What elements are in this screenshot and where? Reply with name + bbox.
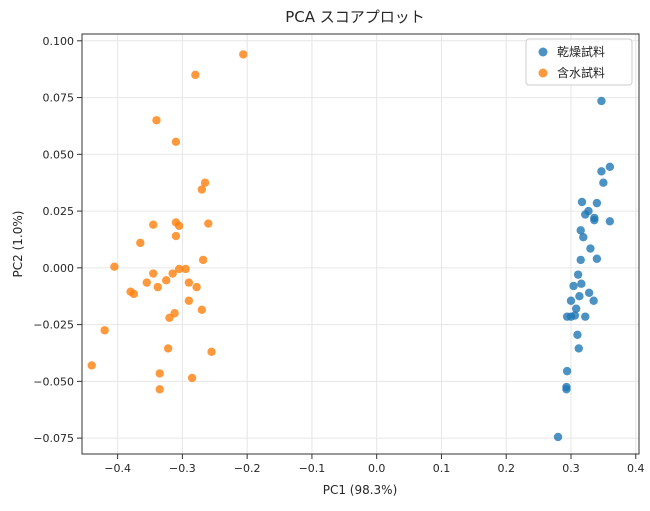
dry-sample-point xyxy=(575,292,584,301)
dry-sample-point xyxy=(579,232,588,242)
dry-sample-point xyxy=(566,296,576,305)
wet-sample-point xyxy=(142,278,151,287)
wet-sample-point xyxy=(174,221,184,231)
data-points xyxy=(87,50,615,442)
x-tick-label: −0.4 xyxy=(104,462,131,475)
dry-sample-point xyxy=(584,288,594,298)
y-tick-label: −0.050 xyxy=(33,375,74,388)
wet-sample-point xyxy=(87,361,96,370)
dry-sample-point xyxy=(592,254,602,263)
wet-sample-point xyxy=(100,326,109,335)
wet-sample-point xyxy=(149,269,158,278)
dry-sample-point xyxy=(573,330,582,340)
wet-sample-point xyxy=(171,231,181,241)
dry-sample-point xyxy=(590,215,599,225)
dry-sample-point xyxy=(562,366,572,376)
dry-sample-point xyxy=(599,178,608,187)
wet-sample-point xyxy=(149,220,158,229)
wet-sample-point xyxy=(155,369,164,378)
x-tick-label: −0.3 xyxy=(169,462,196,475)
dry-sample-point xyxy=(597,96,606,106)
x-tick-label: 0.4 xyxy=(627,462,645,475)
dry-sample-point xyxy=(577,279,586,288)
y-tick-label: 0.075 xyxy=(43,92,75,105)
dry-sample-point xyxy=(553,432,563,442)
y-axis-label: PC2 (1.0%) xyxy=(11,211,25,278)
wet-sample-point xyxy=(168,269,177,278)
dry-sample-point xyxy=(581,312,590,321)
wet-sample-point xyxy=(129,289,139,299)
y-tick-label: 0.050 xyxy=(43,148,75,161)
x-axis: −0.4 −0.3 −0.2 −0.1 0.0 0.1 0.2 0.3 0.4 xyxy=(104,454,645,475)
dry-sample-point xyxy=(573,270,583,279)
wet-sample-point xyxy=(200,178,210,187)
legend: 乾燥試料 含水試料 xyxy=(525,38,633,86)
plot-frame xyxy=(81,33,640,455)
x-axis-label: PC1 (98.3%) xyxy=(323,483,398,497)
dry-sample-point xyxy=(576,226,585,235)
dry-sample-point xyxy=(586,244,595,253)
wet-sample-point xyxy=(163,344,173,353)
wet-sample-point xyxy=(174,264,184,274)
wet-sample-point xyxy=(181,264,190,274)
wet-sample-point xyxy=(155,385,164,394)
dry-sample-point xyxy=(592,198,602,208)
x-tick-label: 0.1 xyxy=(433,462,451,475)
wet-sample-point xyxy=(187,373,197,383)
legend-marker-wet xyxy=(538,68,548,78)
y-tick-label: −0.025 xyxy=(33,319,74,332)
wet-sample-point xyxy=(239,50,248,59)
wet-sample-point xyxy=(197,305,207,315)
wet-sample-point xyxy=(197,185,207,194)
legend-marker-dry xyxy=(538,47,548,57)
chart-title: PCA スコアプロット xyxy=(285,8,425,26)
dry-sample-point xyxy=(571,304,581,313)
y-tick-label: 0.100 xyxy=(43,35,75,48)
dry-sample-point xyxy=(574,344,583,353)
dry-sample-point xyxy=(569,281,578,291)
wet-sample-point xyxy=(204,219,213,228)
dry-sample-point xyxy=(605,162,615,172)
wet-sample-point xyxy=(198,255,208,265)
wet-sample-point xyxy=(161,276,171,285)
dry-sample-point xyxy=(589,296,598,305)
x-tick-label: −0.2 xyxy=(234,462,261,475)
dry-sample-point xyxy=(576,255,585,265)
wet-sample-point xyxy=(153,282,162,292)
dry-sample-point xyxy=(581,210,590,219)
wet-sample-point xyxy=(184,278,194,287)
dry-sample-point xyxy=(577,197,587,207)
wet-sample-point xyxy=(165,313,174,322)
x-tick-label: 0.3 xyxy=(562,462,580,475)
x-tick-label: 0.0 xyxy=(368,462,386,475)
y-tick-label: −0.075 xyxy=(33,432,74,445)
legend-label-wet: 含水試料 xyxy=(557,65,605,80)
dry-sample-point xyxy=(562,312,572,321)
y-tick-label: 0.025 xyxy=(43,205,75,218)
wet-sample-point xyxy=(207,347,216,357)
y-tick-label: 0.000 xyxy=(43,262,75,275)
y-axis: −0.075 −0.050 −0.025 0.000 0.025 0.050 0.075 0.… xyxy=(33,35,82,445)
wet-sample-point xyxy=(110,262,119,271)
dry-sample-point xyxy=(562,385,571,394)
legend-label-dry: 乾燥試料 xyxy=(557,44,605,59)
wet-sample-point xyxy=(191,70,200,80)
wet-sample-point xyxy=(171,137,181,147)
wet-sample-point xyxy=(192,282,201,292)
legend-box xyxy=(525,38,633,86)
wet-sample-point xyxy=(184,296,194,305)
dry-sample-point xyxy=(597,167,606,176)
dry-sample-point xyxy=(605,217,615,226)
wet-sample-point xyxy=(136,238,145,248)
x-tick-label: 0.2 xyxy=(497,462,515,475)
x-tick-label: −0.1 xyxy=(299,462,326,475)
grid xyxy=(82,34,639,454)
wet-sample-point xyxy=(152,116,161,125)
